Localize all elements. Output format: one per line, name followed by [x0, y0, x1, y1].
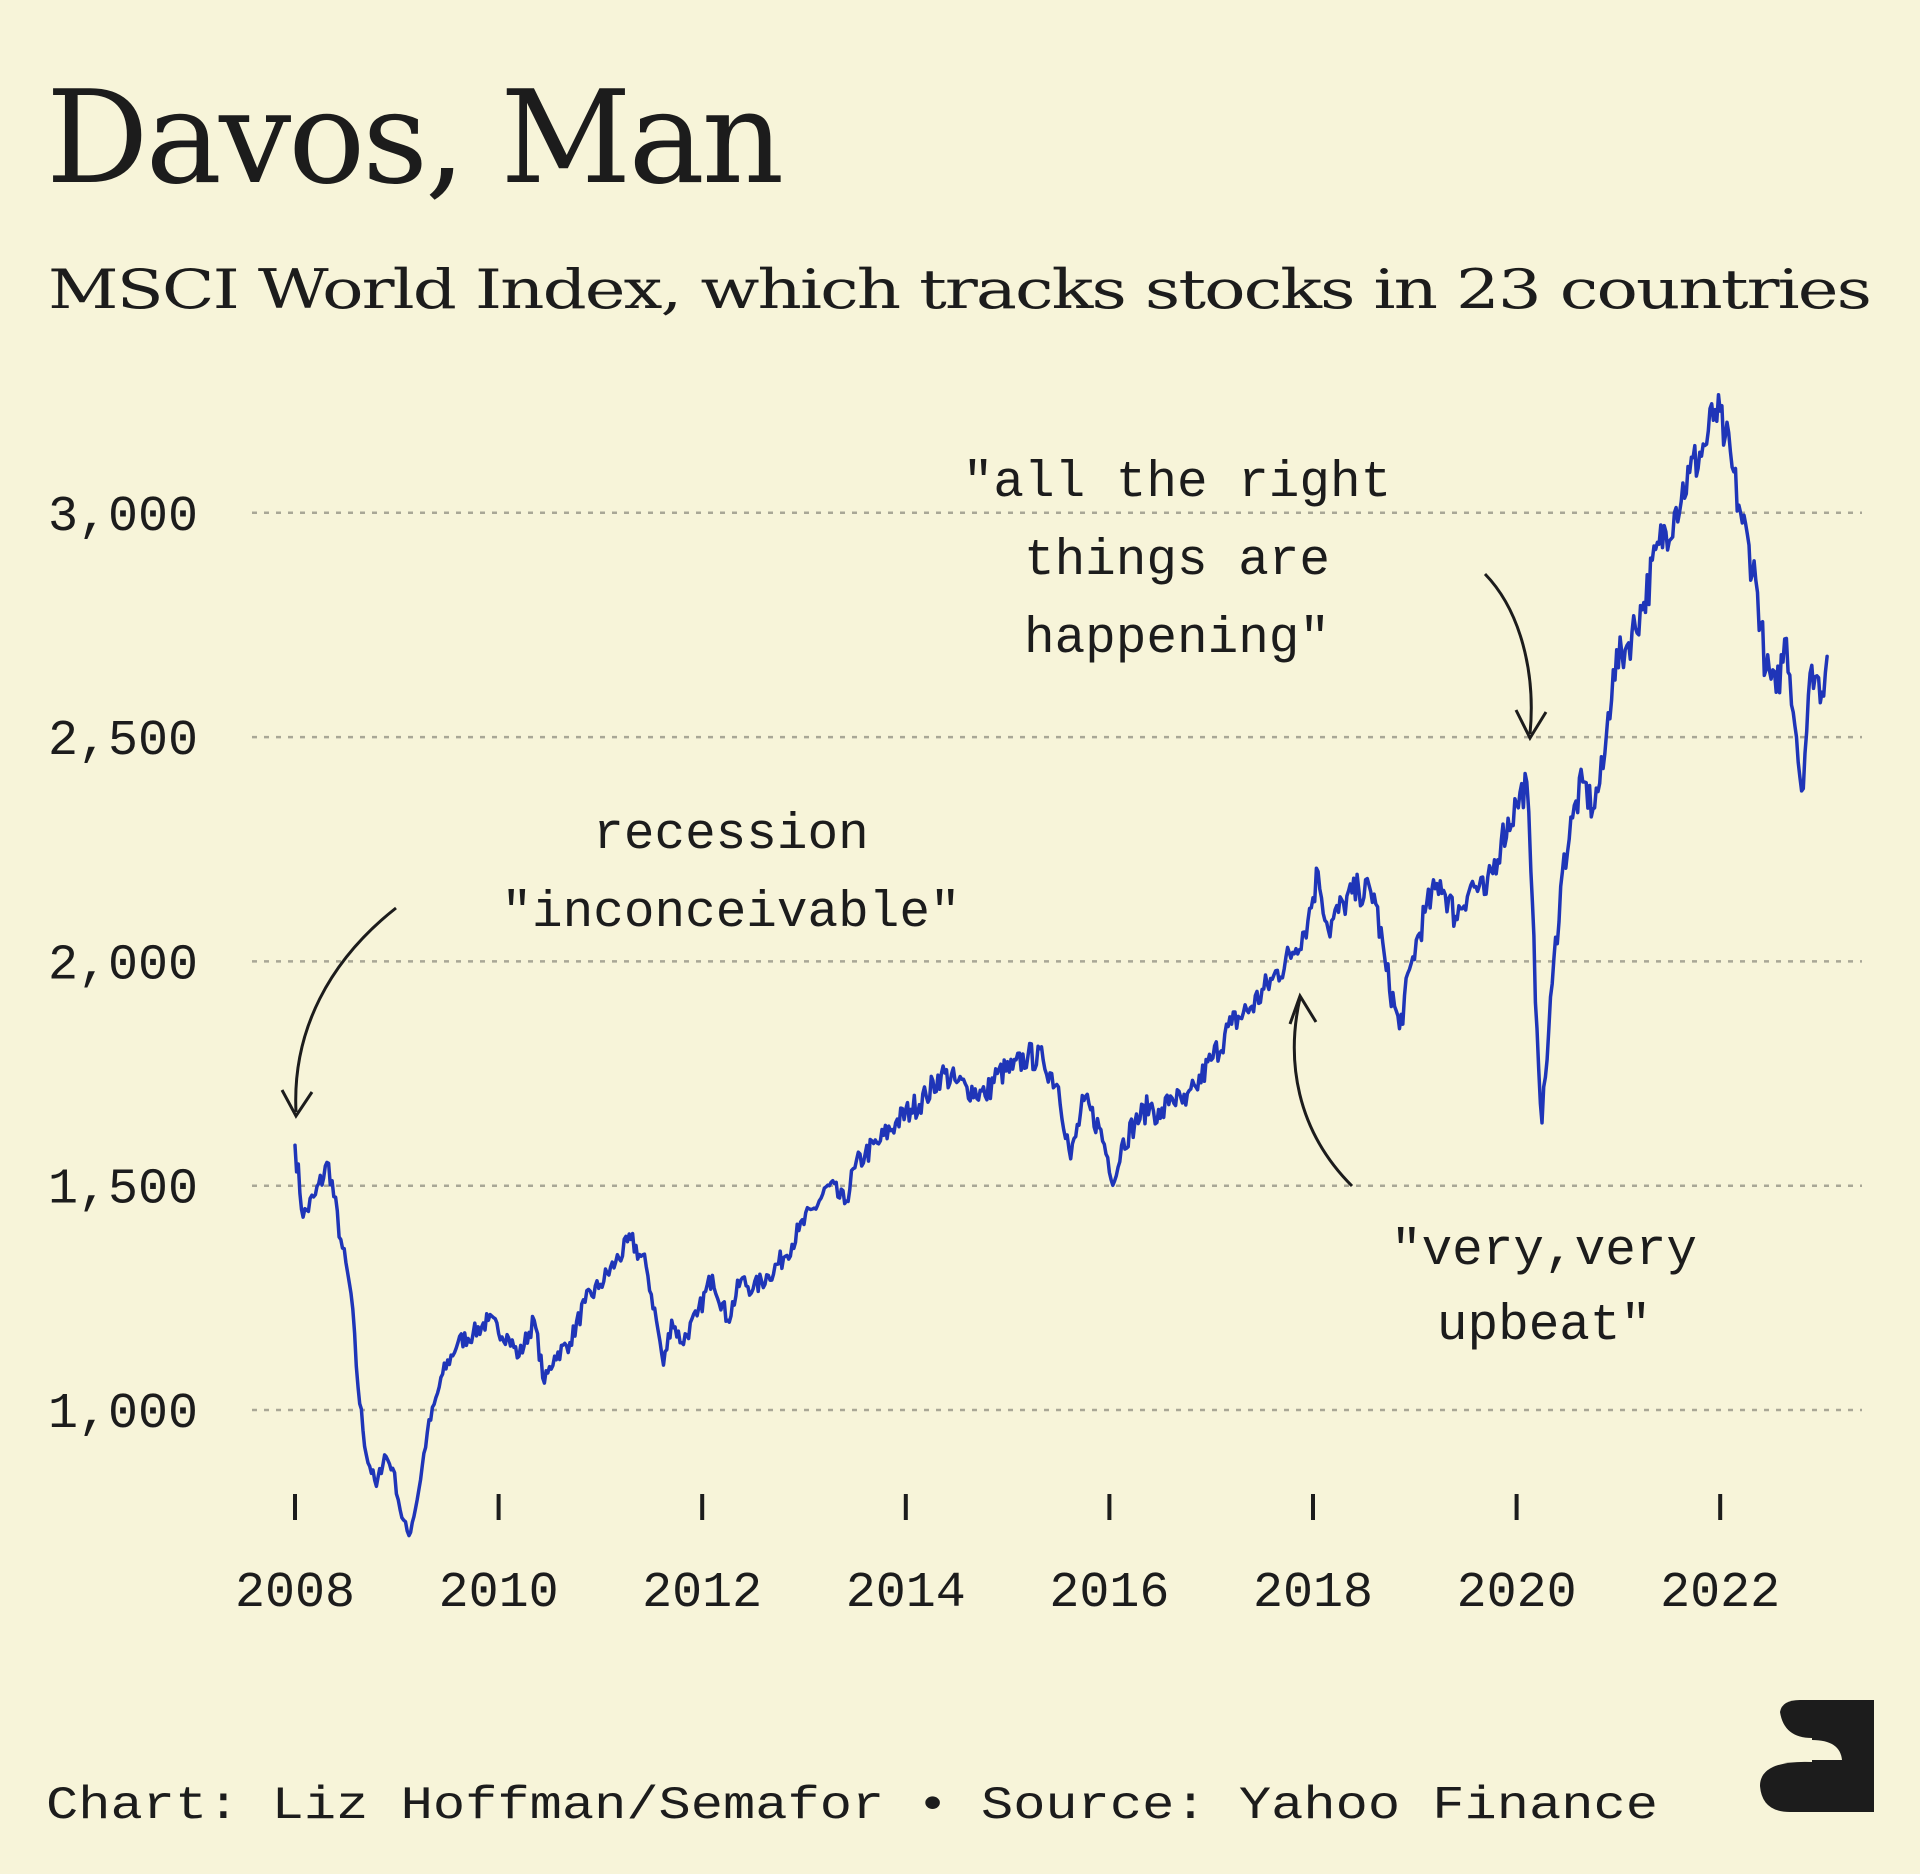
annotation-line: happening" — [1024, 611, 1330, 668]
annotation-arrowhead — [280, 1089, 314, 1119]
annotation-line: things are — [1024, 533, 1330, 590]
annotation-very-very-upbeat: "very,very upbeat" — [1288, 992, 1697, 1355]
y-tick-label: 3,000 — [48, 489, 198, 546]
x-tick-label: 2022 — [1660, 1565, 1780, 1622]
annotation-arrow — [1292, 997, 1354, 1188]
semafor-logo — [1760, 1700, 1874, 1812]
x-tick-label: 2010 — [439, 1565, 559, 1622]
annotation-line: "inconceivable" — [501, 885, 960, 942]
y-tick-label: 1,500 — [48, 1162, 198, 1219]
y-axis-tick-labels: 1,000 1,500 2,000 2,500 3,000 — [48, 489, 198, 1443]
annotation-arrow — [1483, 572, 1533, 735]
annotation-all-the-right-things: "all the right things are happening" — [963, 455, 1548, 742]
gridlines — [252, 511, 1862, 1412]
x-tick-label: 2016 — [1049, 1565, 1169, 1622]
annotation-line: "all the right — [963, 455, 1391, 512]
y-tick-label: 1,000 — [48, 1386, 198, 1443]
x-tick-label: 2014 — [846, 1565, 966, 1622]
x-axis-ticks: 2008 2010 2012 2014 2016 2018 2020 2022 — [235, 1494, 1780, 1622]
x-tick-label: 2018 — [1253, 1565, 1373, 1622]
x-tick-label: 2012 — [642, 1565, 762, 1622]
annotation-arrowhead — [1514, 709, 1548, 742]
annotation-line: "very,very — [1391, 1223, 1697, 1280]
x-tick-label: 2008 — [235, 1565, 355, 1622]
y-tick-label: 2,000 — [48, 937, 198, 994]
x-tick-label: 2020 — [1457, 1565, 1577, 1622]
annotation-line: upbeat" — [1437, 1298, 1651, 1355]
annotation-line: recession — [593, 807, 868, 864]
annotation-arrowhead — [1288, 992, 1318, 1025]
y-tick-label: 2,500 — [48, 713, 198, 770]
annotation-recession-inconceivable: recession "inconceivable" — [280, 807, 961, 1119]
footer-credit: Chart: Liz Hoffman/Semafor • Source: Yah… — [46, 1780, 1658, 1832]
chart-title: Davos, Man — [46, 64, 781, 213]
series-line-msci-world — [293, 392, 1829, 1538]
annotation-arrow — [294, 906, 397, 1113]
chart-subtitle: MSCI World Index, which tracks stocks in… — [48, 258, 1870, 321]
